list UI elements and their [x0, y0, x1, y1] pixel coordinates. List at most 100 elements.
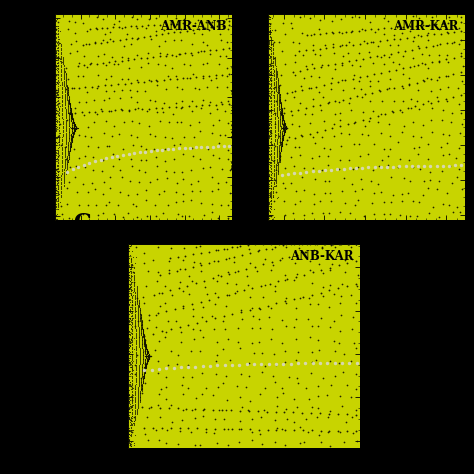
Point	[238, 316, 246, 323]
Point	[167, 326, 174, 333]
Point	[88, 179, 95, 186]
Point	[63, 120, 70, 128]
Point	[319, 210, 327, 217]
Point	[438, 20, 446, 27]
Point	[282, 127, 289, 134]
Point	[281, 124, 289, 131]
Point	[70, 118, 77, 126]
Point	[128, 289, 135, 296]
Point	[355, 77, 363, 84]
Point	[147, 36, 155, 43]
Point	[306, 300, 313, 308]
Point	[219, 100, 226, 108]
Point	[67, 138, 74, 146]
Point	[67, 111, 74, 119]
Point	[293, 251, 301, 259]
Point	[128, 384, 136, 392]
Point	[264, 18, 272, 26]
Point	[131, 293, 138, 301]
Point	[269, 53, 277, 61]
Point	[128, 420, 135, 428]
Point	[337, 428, 344, 436]
Point	[62, 108, 70, 116]
Point	[51, 91, 59, 99]
Point	[444, 58, 451, 66]
Point	[164, 72, 172, 80]
Point	[65, 136, 73, 143]
Point	[187, 428, 194, 436]
Point	[71, 127, 79, 135]
Point	[350, 141, 357, 148]
Point	[56, 129, 64, 137]
Point	[457, 53, 465, 60]
Point	[126, 334, 133, 341]
Point	[124, 332, 132, 339]
Point	[51, 74, 58, 82]
Point	[72, 122, 79, 129]
Point	[264, 154, 272, 162]
Point	[73, 124, 80, 131]
Point	[287, 360, 294, 367]
Point	[189, 250, 197, 258]
Point	[61, 160, 69, 168]
Point	[129, 141, 137, 148]
Point	[162, 52, 170, 59]
Point	[98, 24, 105, 32]
Point	[69, 115, 76, 122]
Point	[67, 115, 75, 123]
Point	[281, 185, 289, 192]
Point	[53, 56, 60, 64]
Point	[283, 124, 291, 131]
Point	[142, 343, 150, 351]
Point	[135, 321, 142, 328]
Point	[110, 87, 118, 94]
Point	[279, 115, 287, 122]
Point	[154, 243, 162, 251]
Point	[124, 343, 132, 351]
Point	[270, 158, 278, 166]
Point	[334, 165, 341, 173]
Point	[70, 124, 77, 131]
Point	[137, 322, 145, 329]
Point	[275, 82, 283, 90]
Point	[279, 113, 286, 121]
Point	[52, 86, 60, 94]
Point	[184, 384, 191, 392]
Point	[128, 377, 136, 385]
Point	[436, 177, 443, 184]
Point	[264, 108, 272, 115]
Point	[143, 346, 151, 354]
Point	[173, 83, 181, 91]
Point	[325, 152, 332, 160]
Point	[272, 98, 280, 105]
Point	[264, 210, 272, 217]
Point	[147, 353, 155, 360]
Point	[128, 286, 135, 294]
Point	[349, 429, 357, 437]
Point	[269, 261, 277, 268]
Point	[64, 147, 72, 155]
Point	[127, 402, 135, 410]
Point	[128, 418, 135, 425]
Point	[278, 108, 286, 115]
Point	[142, 365, 149, 372]
Point	[128, 373, 136, 381]
Point	[61, 157, 69, 164]
Point	[144, 349, 151, 357]
Point	[265, 108, 273, 115]
Point	[264, 109, 272, 117]
Point	[350, 165, 357, 173]
Point	[125, 404, 132, 411]
Point	[356, 63, 364, 70]
Point	[136, 119, 143, 127]
Point	[281, 121, 288, 128]
Point	[72, 124, 79, 131]
Point	[265, 180, 273, 187]
Point	[400, 174, 408, 182]
Point	[124, 310, 132, 318]
Point	[172, 52, 180, 60]
Point	[269, 50, 277, 58]
Point	[280, 124, 287, 131]
Point	[125, 360, 132, 368]
Point	[265, 155, 273, 163]
